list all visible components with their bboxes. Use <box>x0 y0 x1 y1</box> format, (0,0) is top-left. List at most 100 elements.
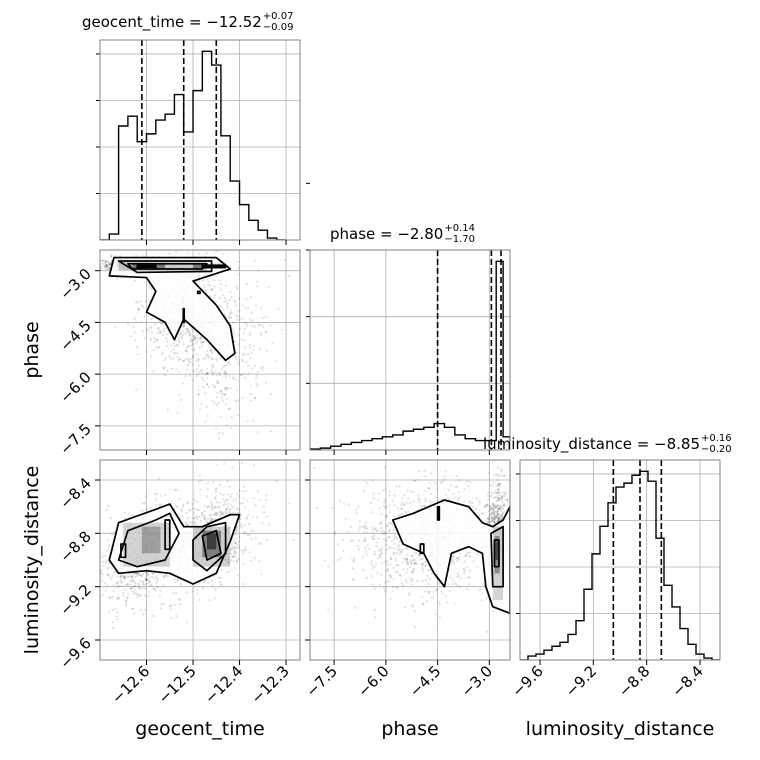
scatter-point <box>496 491 499 494</box>
scatter-point <box>270 393 273 396</box>
scatter-point <box>458 555 461 559</box>
scatter-point <box>379 552 383 555</box>
scatter-point <box>75 264 77 266</box>
scatter-point <box>396 570 399 574</box>
scatter-point <box>176 352 179 355</box>
panel-frame-1-1 <box>309 249 511 451</box>
scatter-point <box>108 263 111 266</box>
scatter-point <box>496 478 499 482</box>
scatter-point <box>131 575 134 578</box>
scatter-point <box>263 511 266 514</box>
scatter-point <box>424 475 427 478</box>
scatter-point <box>172 348 175 351</box>
scatter-point <box>377 549 380 552</box>
scatter-point <box>228 299 231 302</box>
scatter-point <box>168 355 171 358</box>
scatter-point <box>454 496 457 499</box>
scatter-point <box>501 496 504 499</box>
scatter-point <box>428 577 431 580</box>
scatter-point <box>227 561 230 564</box>
scatter-point <box>161 334 164 337</box>
scatter-point <box>403 494 406 497</box>
scatter-point <box>134 591 137 594</box>
scatter-point <box>184 375 187 378</box>
scatter-point <box>157 330 161 333</box>
scatter-point <box>401 496 404 500</box>
scatter-point <box>125 599 128 602</box>
scatter-point <box>186 358 189 361</box>
scatter-point <box>131 607 135 610</box>
scatter-point <box>339 556 342 560</box>
scatter-point <box>150 326 153 329</box>
scatter-point <box>265 538 268 541</box>
scatter-point <box>106 559 109 563</box>
scatter-point <box>237 360 240 364</box>
scatter-point <box>401 501 404 504</box>
scatter-point <box>247 352 250 356</box>
scatter-point <box>523 514 525 516</box>
scatter-point <box>104 261 107 265</box>
scatter-point <box>260 542 263 545</box>
scatter-point <box>211 372 214 375</box>
scatter-point <box>226 361 229 364</box>
scatter-point <box>230 415 233 419</box>
panel-2d-geocent_time-phase <box>75 250 290 440</box>
scatter-point <box>487 517 490 520</box>
scatter-point <box>452 561 456 564</box>
scatter-point <box>228 374 231 378</box>
scatter-point <box>480 512 484 515</box>
scatter-point <box>371 583 374 586</box>
hist-bar <box>616 487 624 660</box>
scatter-point <box>260 573 263 576</box>
scatter-point <box>358 539 361 542</box>
scatter-point <box>446 601 449 604</box>
scatter-point <box>126 575 129 578</box>
scatter-point <box>261 368 264 371</box>
scatter-point <box>427 569 430 572</box>
scatter-point <box>236 507 239 510</box>
scatter-point <box>504 491 507 494</box>
scatter-point <box>237 546 241 549</box>
scatter-point <box>83 565 85 567</box>
scatter-point <box>103 264 106 268</box>
scatter-point <box>224 371 228 374</box>
scatter-point <box>198 474 202 477</box>
scatter-point <box>503 504 506 507</box>
scatter-point <box>463 569 466 572</box>
scatter-point <box>498 499 501 502</box>
scatter-point <box>483 506 486 509</box>
scatter-point <box>220 568 223 572</box>
scatter-point <box>469 501 472 504</box>
scatter-point <box>469 555 472 558</box>
scatter-point <box>401 512 404 516</box>
scatter-point <box>213 512 216 516</box>
scatter-point <box>487 521 490 524</box>
scatter-point <box>499 514 503 517</box>
scatter-point <box>148 285 151 288</box>
scatter-point <box>233 566 237 570</box>
scatter-point <box>405 556 408 560</box>
scatter-point <box>234 300 237 304</box>
scatter-point <box>188 521 191 524</box>
scatter-point <box>197 358 200 361</box>
scatter-point <box>419 558 422 561</box>
scatter-point <box>496 488 500 491</box>
scatter-point <box>95 268 97 270</box>
scatter-point <box>229 316 232 319</box>
scatter-point <box>406 558 409 561</box>
scatter-point <box>175 504 178 508</box>
scatter-point <box>494 503 498 506</box>
scatter-point <box>497 488 500 491</box>
scatter-point <box>160 353 163 356</box>
scatter-point <box>227 561 230 564</box>
scatter-point <box>352 578 356 581</box>
scatter-point <box>165 574 168 577</box>
scatter-point <box>225 304 229 308</box>
scatter-point <box>355 508 358 511</box>
hist-bar <box>600 526 608 660</box>
scatter-point <box>366 544 369 547</box>
scatter-point <box>154 589 157 592</box>
scatter-point <box>413 562 417 565</box>
scatter-point <box>236 574 239 577</box>
hist-bar <box>240 205 249 240</box>
